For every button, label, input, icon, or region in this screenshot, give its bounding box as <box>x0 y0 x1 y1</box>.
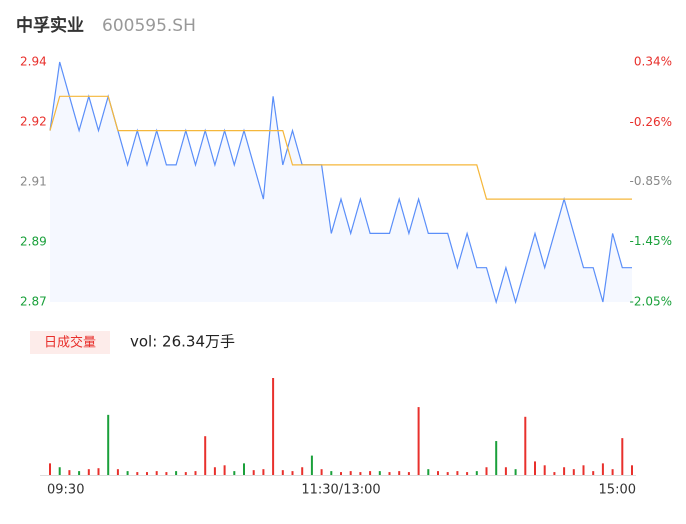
volume-bar <box>388 472 391 475</box>
volume-bar <box>301 467 304 475</box>
volume-bar <box>126 471 129 475</box>
volume-bar <box>272 378 275 475</box>
volume-bar <box>330 471 333 475</box>
volume-bar <box>495 441 498 475</box>
y2-tick-label: -0.26% <box>630 115 672 129</box>
volume-bar <box>534 461 536 475</box>
volume-bar <box>524 416 527 475</box>
y-tick-label: 2.89 <box>20 235 47 249</box>
volume-bar <box>146 472 148 475</box>
volume-bar <box>233 471 236 475</box>
volume-bar <box>369 471 372 475</box>
volume-bar <box>78 471 81 475</box>
x-tick-label: 11:30/13:00 <box>301 483 380 498</box>
volume-bar <box>87 469 90 475</box>
volume-bar <box>243 463 245 475</box>
volume-bar <box>155 471 158 475</box>
x-tick-label: 15:00 <box>599 483 636 498</box>
volume-bar <box>456 471 459 475</box>
volume-bar <box>611 469 614 475</box>
volume-bar <box>427 469 430 475</box>
volume-bar <box>165 472 168 475</box>
volume-bar <box>543 465 546 475</box>
volume-bar <box>592 471 595 475</box>
volume-text: vol: 26.34万手 <box>130 333 235 351</box>
y2-tick-label: -2.05% <box>630 295 672 309</box>
volume-bar <box>252 470 255 475</box>
volume-bar <box>446 472 449 475</box>
volume-bar <box>107 414 110 475</box>
volume-bar <box>514 469 517 475</box>
stock-name: 中孚实业 <box>16 15 84 36</box>
y2-tick-label: -0.85% <box>630 174 672 188</box>
y2-tick-label: -1.45% <box>630 234 672 248</box>
volume-bar <box>485 467 488 475</box>
volume-bar <box>136 472 139 475</box>
volume-bar <box>184 472 187 475</box>
volume-bar <box>223 465 226 475</box>
volume-bar <box>504 467 507 475</box>
volume-bar <box>262 469 265 475</box>
volume-bar <box>582 465 585 475</box>
volume-bar <box>204 436 207 475</box>
volume-bar <box>475 471 478 475</box>
y-tick-label: 2.94 <box>20 55 47 69</box>
volume-bar <box>417 407 420 475</box>
price-line <box>49 61 632 305</box>
stock-code: 600595.SH <box>102 16 196 36</box>
volume-bar <box>340 472 342 475</box>
price-area <box>50 62 632 302</box>
volume-tab[interactable] <box>30 331 110 354</box>
volume-bar <box>407 472 410 475</box>
y2-tick-label: 0.34% <box>634 55 672 69</box>
volume-bar <box>349 471 352 475</box>
volume-tab-label[interactable]: 日成交量 <box>44 335 96 351</box>
volume-bar <box>466 472 469 475</box>
volume-bar <box>378 471 381 475</box>
volume-bar <box>631 465 633 475</box>
volume-bar <box>281 470 284 475</box>
volume-bar <box>320 469 323 475</box>
volume-bar <box>58 467 61 475</box>
y-tick-label: 2.87 <box>20 295 47 309</box>
volume-bar <box>437 471 439 475</box>
volume-bar <box>97 468 100 475</box>
volume-bar <box>553 472 556 475</box>
volume-bar <box>116 469 119 475</box>
x-tick-label: 09:30 <box>47 483 84 498</box>
volume-bar <box>601 463 604 475</box>
volume-bar <box>49 463 51 475</box>
y-tick-label: 2.91 <box>20 175 47 189</box>
volume-bar <box>213 467 216 475</box>
volume-bar <box>194 471 197 475</box>
average-line <box>49 95 632 200</box>
volume-bar <box>291 471 294 475</box>
volume-bar <box>310 455 313 475</box>
volume-bar <box>68 470 71 475</box>
volume-bar <box>359 472 362 475</box>
volume-bar <box>563 467 566 475</box>
volume-bar <box>398 471 401 475</box>
volume-bar <box>175 471 178 475</box>
volume-bar <box>572 469 575 475</box>
y-tick-label: 2.92 <box>20 115 47 129</box>
volume-bar <box>621 438 624 475</box>
